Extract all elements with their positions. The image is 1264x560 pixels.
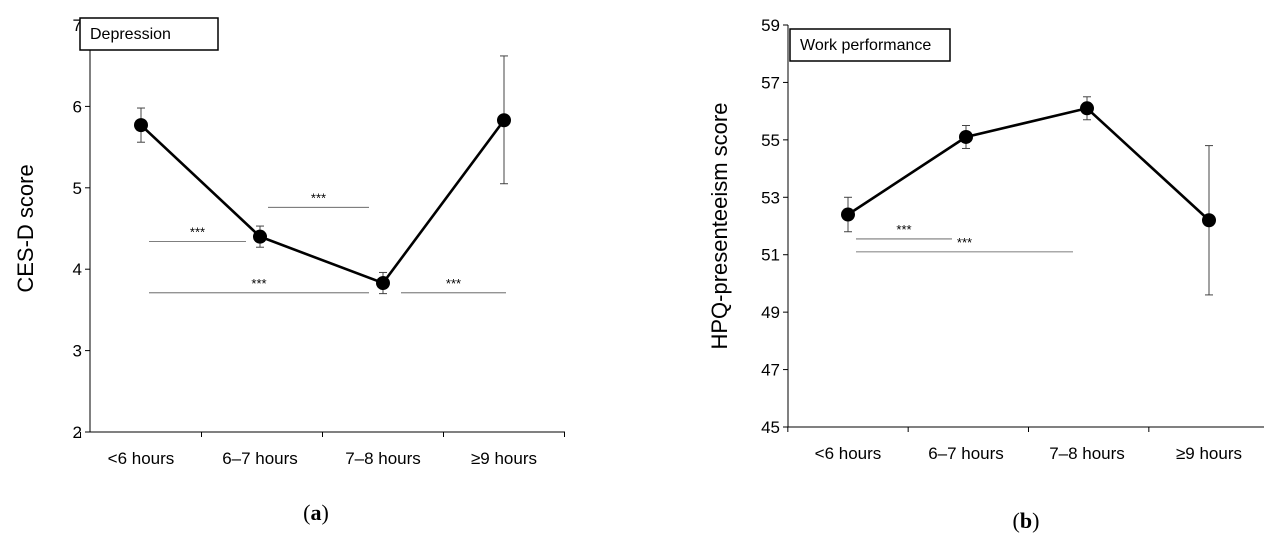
legend-box [789, 28, 951, 62]
data-point [253, 229, 267, 244]
panel-label-letter: b [1020, 508, 1032, 533]
y-tick-label: 51 [761, 246, 780, 265]
x-tick-label: <6 hours [815, 444, 882, 463]
y-axis-label: HPQ-presenteeism score [707, 103, 732, 350]
x-tick-label: 6–7 hours [222, 449, 298, 468]
panel-label: (b) [1013, 508, 1040, 533]
series-line [847, 106, 1210, 222]
data-point [1080, 101, 1094, 116]
panel-label-open: ( [1013, 508, 1020, 533]
significance-stars: *** [957, 235, 972, 250]
x-tick-label: <6 hours [108, 449, 175, 468]
y-tick-label: 3 [73, 342, 82, 361]
y-tick-label: 57 [761, 73, 780, 92]
y-tick-label: 5 [73, 179, 82, 198]
significance-stars: *** [446, 276, 461, 291]
y-tick-label: 4 [73, 260, 82, 279]
chart-panel-a: 2 3 4 5 6 7 <6 hours 6–7 hours 7–8 hours ≥9 hours… [13, 16, 565, 525]
data-point [959, 129, 973, 144]
x-tick-label: ≥9 hours [1176, 444, 1242, 463]
panel-label-open: ( [303, 500, 310, 525]
data-point [841, 207, 855, 222]
significance-stars: *** [896, 222, 911, 237]
panel-label-letter: a [311, 500, 322, 525]
panel-label: (a) [303, 500, 329, 525]
significance-stars: *** [251, 276, 266, 291]
data-point [134, 118, 148, 133]
y-tick-label: 55 [761, 131, 780, 150]
y-tick-label: 2 [73, 423, 82, 442]
y-tick-label: 6 [73, 97, 82, 116]
y-tick-label: 7 [73, 16, 82, 35]
chart-panel-b: 45 47 49 51 53 55 57 59 <6 hours 6–7 hours 7–8 hou… [707, 16, 1264, 533]
y-tick-label: 59 [761, 16, 780, 35]
x-tick-label: 7–8 hours [1049, 444, 1125, 463]
data-point [1202, 213, 1216, 228]
significance-stars: *** [311, 190, 326, 205]
x-tick-label: 7–8 hours [345, 449, 421, 468]
significance-stars: *** [190, 225, 205, 240]
x-tick-label: 6–7 hours [928, 444, 1004, 463]
panel-label-close: ) [322, 500, 329, 525]
legend-box [79, 17, 219, 51]
data-point [376, 276, 390, 291]
legend-label: Work performance [800, 37, 931, 54]
legend-label: Depression [90, 26, 171, 43]
y-tick-label: 53 [761, 188, 780, 207]
series-line [140, 119, 506, 285]
data-point [497, 113, 511, 128]
y-tick-label: 49 [761, 303, 780, 322]
y-tick-label: 45 [761, 418, 780, 437]
panel-label-close: ) [1032, 508, 1039, 533]
y-tick-label: 47 [761, 361, 780, 380]
y-axis-label: CES-D score [13, 164, 38, 292]
x-tick-label: ≥9 hours [471, 449, 537, 468]
